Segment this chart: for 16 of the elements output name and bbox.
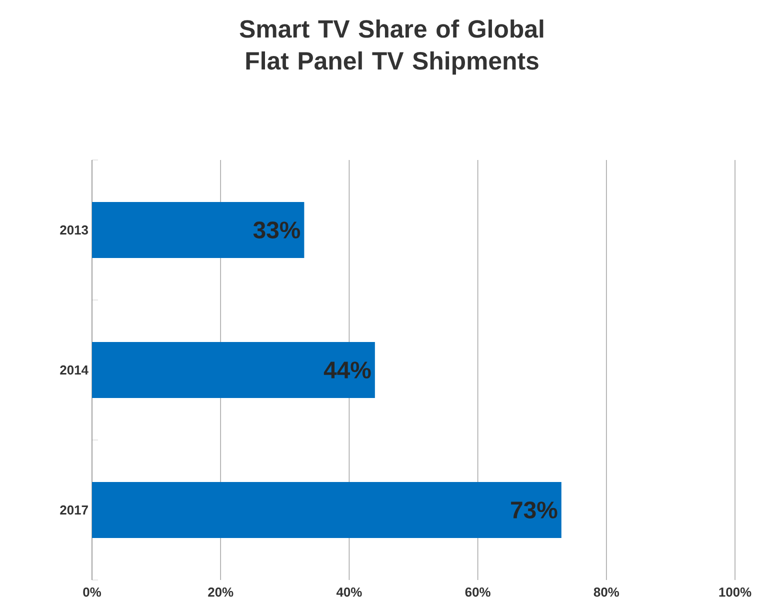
x-tick-label: 80% <box>594 588 620 597</box>
y-tick-label: 2013 <box>60 225 88 235</box>
y-tick-label: 2017 <box>60 505 88 515</box>
chart-title: Smart TV Share of Global Flat Panel TV Shipments <box>240 20 544 75</box>
bar <box>92 342 375 398</box>
x-tick-label: 20% <box>208 588 234 597</box>
data-label: 73% <box>511 502 558 518</box>
y-tick-label: 2014 <box>60 365 88 375</box>
bar <box>92 482 562 538</box>
x-tick-label: 40% <box>336 588 362 597</box>
bar <box>92 202 304 258</box>
data-label: 44% <box>324 362 371 378</box>
x-tick-label: 0% <box>83 588 102 597</box>
x-tick-label: 100% <box>719 588 752 597</box>
data-label: 33% <box>253 222 300 238</box>
x-tick-label: 60% <box>465 588 490 597</box>
